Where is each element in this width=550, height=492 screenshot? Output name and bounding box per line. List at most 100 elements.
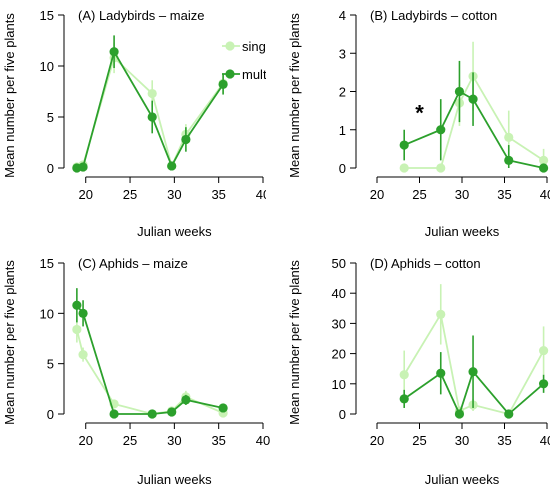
y-tick-label: 20 bbox=[332, 347, 346, 362]
series-line bbox=[75, 329, 224, 415]
x-tick-label: 30 bbox=[455, 433, 469, 448]
series-line bbox=[403, 311, 545, 416]
x-tick-label: 40 bbox=[256, 433, 270, 448]
data-point bbox=[399, 163, 409, 173]
y-tick-label: 15 bbox=[40, 8, 54, 23]
data-point bbox=[167, 161, 177, 171]
data-point bbox=[504, 155, 514, 165]
data-point bbox=[539, 155, 549, 165]
x-tick-label: 30 bbox=[167, 433, 181, 448]
y-axis-label: Mean number per five plants bbox=[2, 13, 17, 178]
series-line bbox=[403, 90, 544, 169]
y-tick-label: 5 bbox=[47, 110, 54, 125]
x-tick-label: 25 bbox=[412, 187, 426, 202]
x-tick-label: 35 bbox=[497, 433, 511, 448]
data-point bbox=[399, 140, 409, 150]
legend-label: sing bbox=[242, 39, 266, 54]
data-point bbox=[454, 409, 465, 419]
y-tick-label: 5 bbox=[47, 357, 54, 372]
x-tick-label: 25 bbox=[123, 433, 137, 448]
chart-panel-c: 0 5 10 15 20 25 30 35 40 Mean number per five pla… bbox=[2, 256, 270, 487]
y-tick-label: 0 bbox=[339, 161, 346, 176]
data-point bbox=[109, 409, 119, 419]
x-tick-label: 35 bbox=[211, 433, 225, 448]
x-axis-label: Julian weeks bbox=[425, 224, 500, 239]
y-tick-label: 50 bbox=[332, 256, 346, 271]
data-point bbox=[539, 163, 549, 173]
y-tick-label: 10 bbox=[40, 306, 54, 321]
x-tick-label: 20 bbox=[78, 187, 92, 202]
series-line bbox=[76, 304, 224, 415]
chart-panel-b: 0 1 2 3 4 20 25 30 35 40 Mean number per five plan… bbox=[287, 8, 550, 239]
data-point bbox=[436, 163, 446, 173]
x-tick-label: 30 bbox=[167, 187, 181, 202]
x-axis-label: Julian weeks bbox=[137, 224, 212, 239]
data-point bbox=[436, 125, 446, 135]
data-point bbox=[436, 309, 446, 319]
series-single bbox=[72, 42, 228, 172]
data-point bbox=[539, 345, 549, 356]
data-point bbox=[72, 300, 82, 310]
data-point bbox=[109, 47, 119, 57]
y-tick-label: 10 bbox=[332, 377, 346, 392]
x-tick-label: 40 bbox=[540, 433, 550, 448]
x-tick-label: 20 bbox=[370, 187, 384, 202]
data-point bbox=[78, 308, 88, 318]
panel-title: (C) Aphids – maize bbox=[78, 256, 188, 271]
series-line bbox=[404, 74, 545, 169]
y-tick-label: 0 bbox=[47, 161, 54, 176]
legend-clip-mask bbox=[266, 0, 285, 240]
legend-marker bbox=[225, 41, 235, 51]
y-tick-label: 2 bbox=[339, 85, 346, 100]
y-tick-label: 30 bbox=[332, 316, 346, 331]
significance-asterisk: * bbox=[415, 101, 424, 126]
series-line bbox=[403, 369, 545, 417]
panel-title: (A) Ladybirds – maize bbox=[78, 8, 204, 23]
y-axis-label: Mean number per five plants bbox=[287, 13, 302, 178]
x-tick-label: 35 bbox=[211, 187, 225, 202]
y-tick-label: 0 bbox=[47, 407, 54, 422]
data-point bbox=[72, 324, 82, 335]
data-point bbox=[399, 394, 409, 404]
y-axis-label: Mean number per five plants bbox=[2, 260, 17, 425]
panel-title: (B) Ladybirds – cotton bbox=[370, 8, 497, 23]
y-tick-label: 1 bbox=[339, 123, 346, 138]
data-point bbox=[78, 350, 88, 360]
y-tick-label: 10 bbox=[40, 59, 54, 74]
data-point bbox=[147, 88, 157, 99]
data-point bbox=[468, 94, 478, 104]
data-point bbox=[218, 79, 228, 89]
data-point bbox=[504, 132, 514, 142]
series-line bbox=[76, 49, 224, 169]
y-axis-label: Mean number per five plants bbox=[287, 260, 302, 425]
data-point bbox=[78, 162, 88, 172]
x-tick-label: 20 bbox=[78, 433, 92, 448]
x-tick-label: 35 bbox=[497, 187, 511, 202]
y-tick-label: 0 bbox=[339, 407, 346, 422]
x-tick-label: 25 bbox=[412, 433, 426, 448]
data-point bbox=[147, 112, 157, 122]
x-tick-label: 30 bbox=[455, 187, 469, 202]
data-point bbox=[454, 86, 465, 97]
legend: sing mult bbox=[222, 39, 267, 82]
data-point bbox=[218, 403, 228, 413]
data-point bbox=[181, 134, 191, 145]
data-point bbox=[181, 395, 191, 405]
series-multi bbox=[399, 60, 549, 173]
panel-title: (D) Aphids – cotton bbox=[370, 256, 481, 271]
legend-marker bbox=[225, 69, 235, 79]
chart-panel-d: 0 10 20 30 40 50 20 25 30 35 40 Mean number per fiv… bbox=[287, 256, 550, 487]
y-tick-label: 40 bbox=[332, 286, 346, 301]
x-axis-label: Julian weeks bbox=[137, 472, 212, 487]
data-point bbox=[468, 367, 478, 377]
x-tick-label: 40 bbox=[540, 187, 550, 202]
data-point bbox=[147, 409, 157, 419]
data-point bbox=[436, 368, 446, 378]
y-tick-label: 3 bbox=[339, 46, 346, 61]
x-tick-label: 20 bbox=[370, 433, 384, 448]
data-point bbox=[399, 370, 409, 380]
data-point bbox=[167, 407, 177, 417]
series-multi bbox=[399, 335, 549, 419]
